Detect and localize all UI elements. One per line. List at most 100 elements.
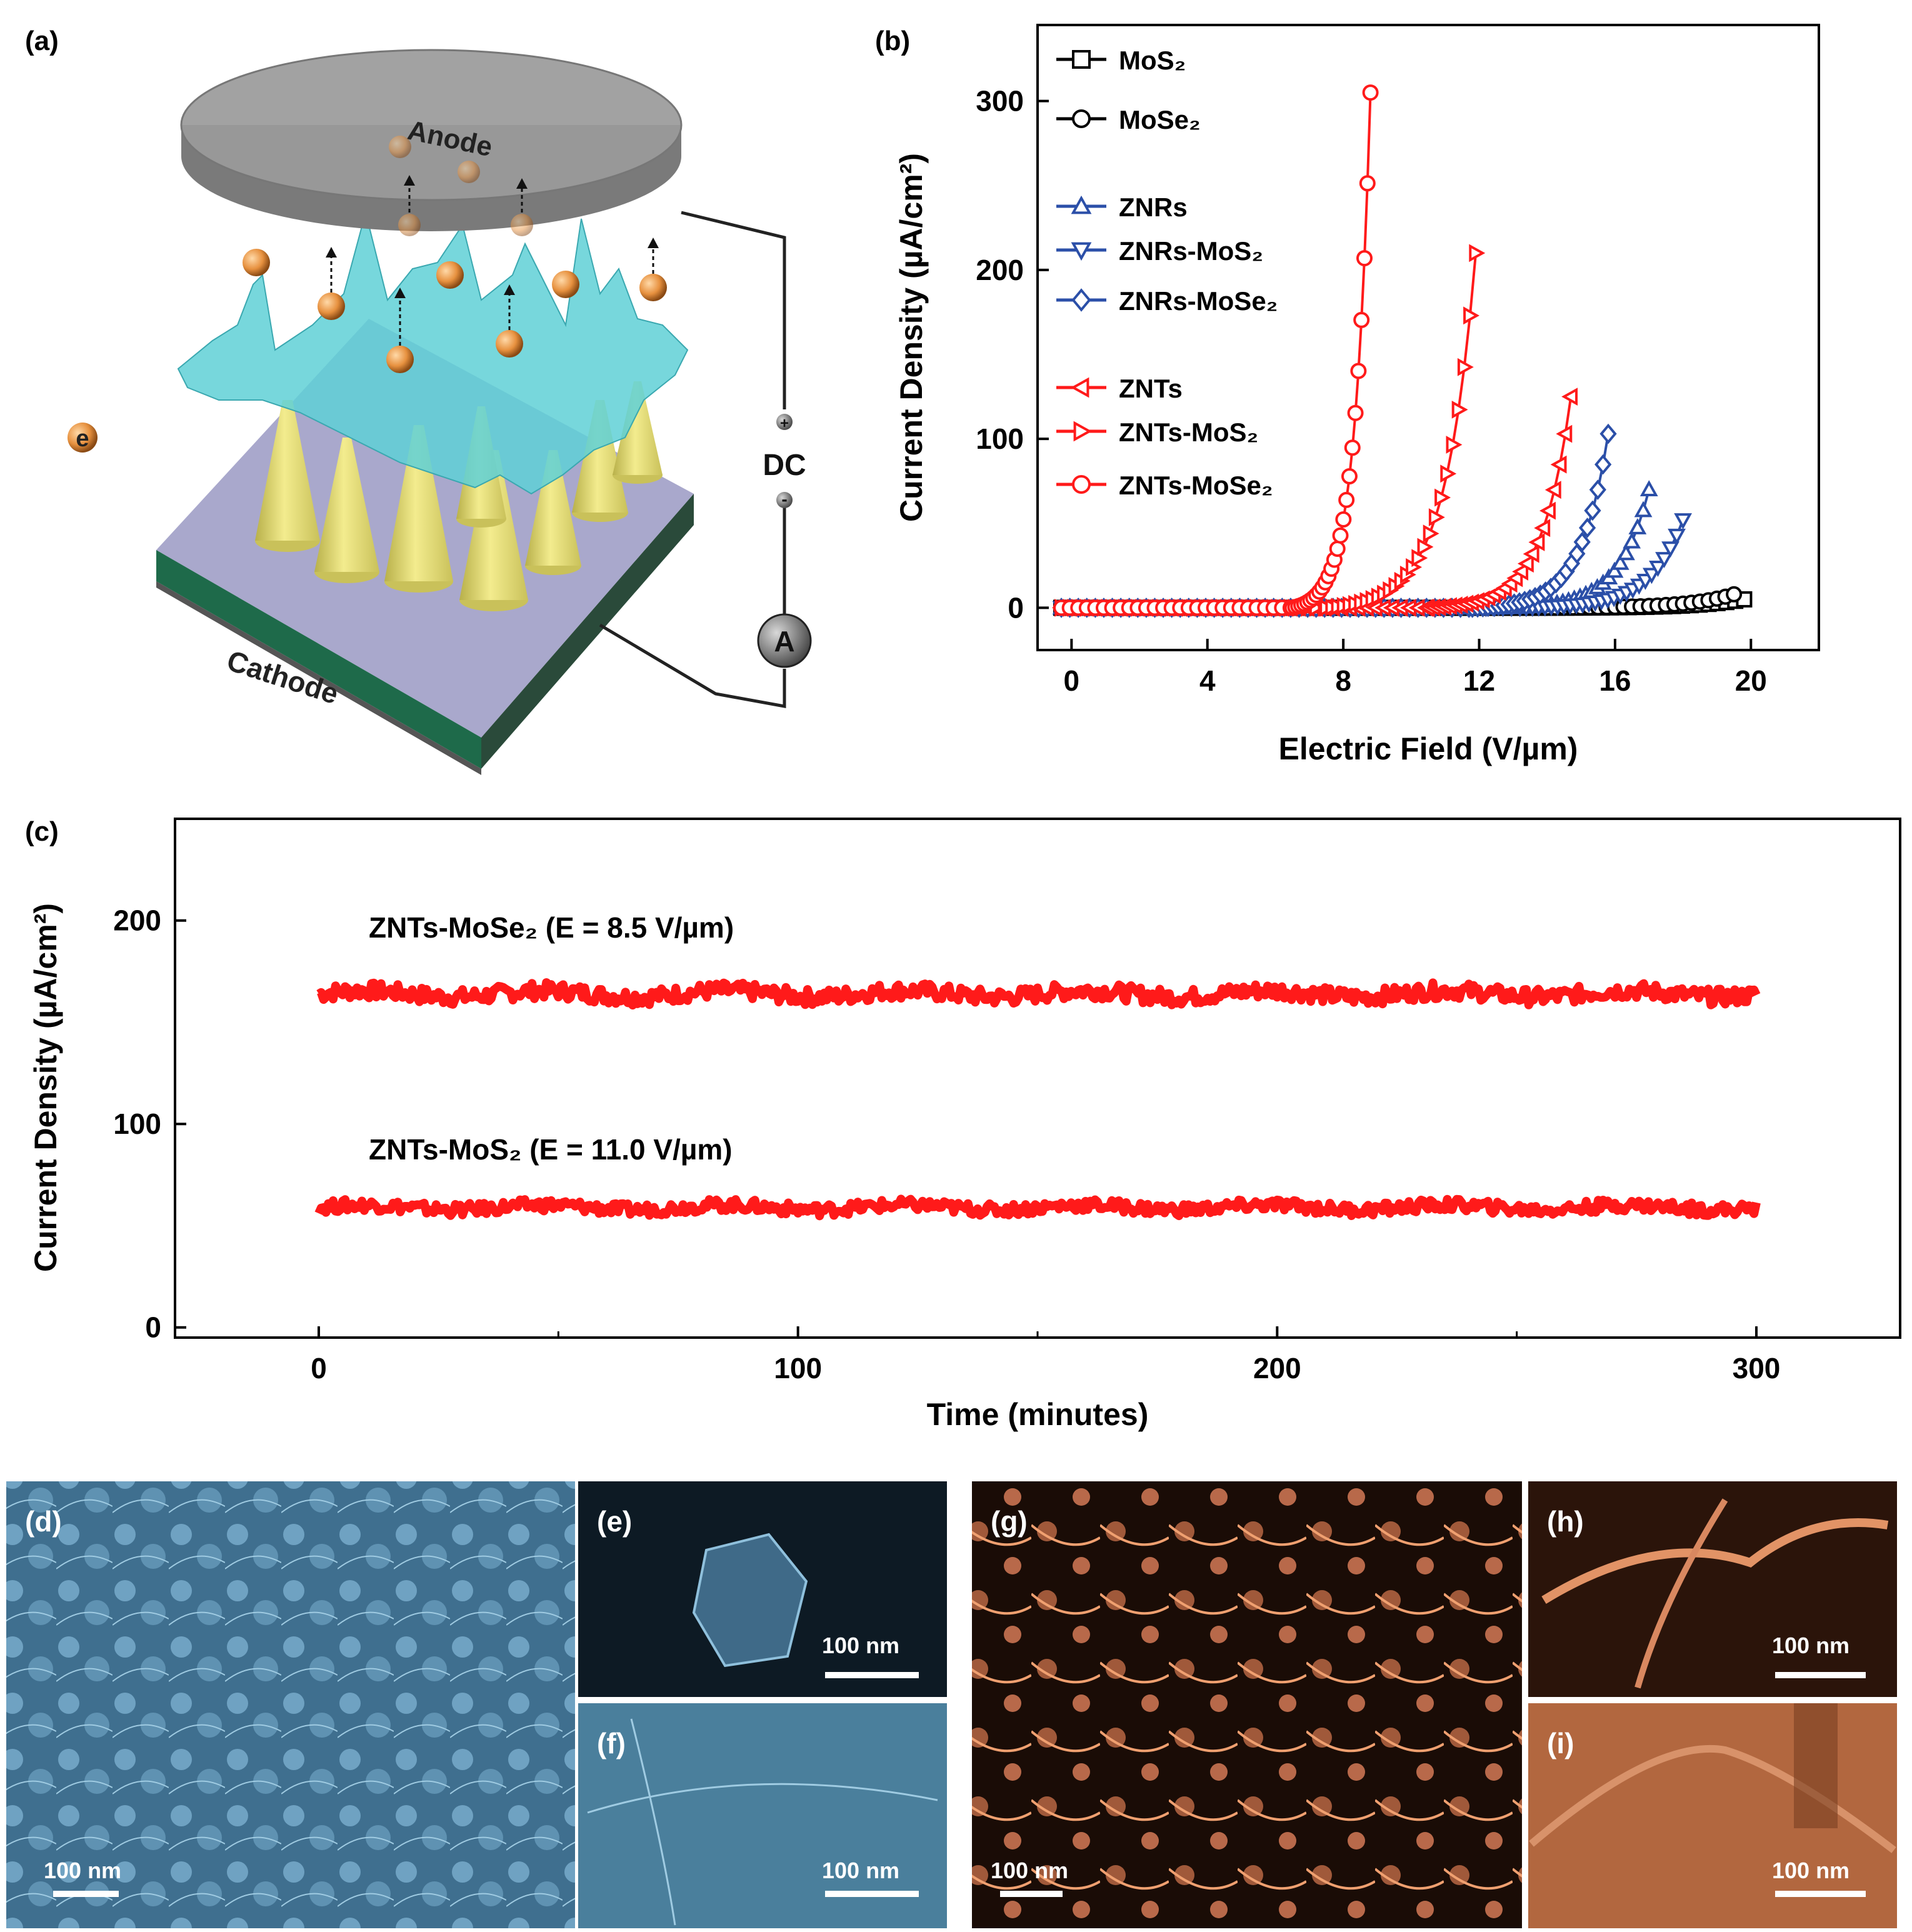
panel-i-label: (i) — [1547, 1727, 1574, 1759]
data-point — [1469, 244, 1486, 263]
data-point — [1362, 84, 1379, 101]
legend-marker — [1073, 421, 1093, 442]
data-point — [1335, 511, 1352, 528]
data-point — [1350, 363, 1367, 379]
negative-terminal — [776, 492, 793, 508]
panel-b-x-tick-label: 8 — [1335, 664, 1351, 697]
circuit — [599, 211, 786, 708]
panel-b-x-tick-label: 0 — [1064, 664, 1080, 697]
data-point — [1344, 439, 1361, 456]
panel-c: (c) 0 100 200 300 0 100 200 ZNTs-MoSe₂ (E = 8.… — [25, 816, 1901, 1432]
series-line — [1061, 93, 1372, 609]
panel-d-label: (d) — [25, 1505, 62, 1538]
data-point — [1605, 561, 1624, 578]
stability-line — [316, 978, 1761, 1010]
panel-b-series — [1051, 84, 1753, 618]
panel-c-y-tick-label: 0 — [145, 1311, 161, 1344]
legend-entry: ZNTs-MoS₂ — [1119, 418, 1258, 447]
panel-c-y-tick-label: 100 — [113, 1108, 161, 1140]
data-point — [1668, 528, 1686, 545]
panel-b-axes-frame — [1036, 24, 1820, 651]
data-point — [1726, 586, 1743, 603]
panel-i-scale-label: 100 nm — [1772, 1858, 1849, 1883]
sem-panel-e: (e) 100 nm — [578, 1481, 947, 1697]
stability-series-1 — [314, 1194, 1761, 1221]
panel-b-x-axis-label: Electric Field (V/µm) — [1279, 731, 1578, 766]
data-point — [1523, 544, 1539, 563]
data-point — [1347, 404, 1364, 421]
legend-entry: MoS₂ — [1119, 46, 1186, 75]
dc-source-label: DC — [763, 449, 806, 482]
data-point — [1332, 527, 1349, 544]
data-point — [1457, 358, 1474, 376]
panel-f-label: (f) — [597, 1727, 626, 1759]
data-point — [1353, 311, 1370, 328]
legend-entry: ZNTs — [1119, 374, 1183, 403]
data-point — [1617, 544, 1635, 561]
data-point — [1634, 501, 1653, 518]
data-point — [1573, 531, 1591, 553]
data-point — [1528, 533, 1545, 551]
panel-c-axes-frame — [174, 818, 1901, 1339]
data-point — [1329, 540, 1346, 557]
legend-marker — [1071, 195, 1092, 214]
ammeter-label: A — [774, 625, 794, 658]
series-znts-mose- — [1053, 84, 1379, 616]
series-znrs-mose- — [1053, 423, 1617, 618]
legend-marker — [1072, 50, 1091, 69]
panel-b-label: (b) — [875, 26, 910, 56]
data-point — [1341, 468, 1358, 485]
data-point — [1517, 554, 1534, 573]
data-point — [1434, 488, 1451, 507]
sem-panel-h: (h) 100 nm — [1528, 1481, 1897, 1697]
legend-entry: ZNRs — [1119, 193, 1188, 222]
data-point — [1463, 306, 1480, 325]
sem-panel-f: (f) 100 nm — [578, 1703, 947, 1928]
sem-panel-d: (d) 100 nm — [6, 1481, 575, 1928]
legend-marker — [1072, 475, 1091, 494]
data-point — [1623, 532, 1641, 549]
panel-h-label: (h) — [1547, 1505, 1584, 1538]
data-point — [1423, 524, 1439, 543]
data-point — [1655, 552, 1673, 569]
electron-symbol: e — [68, 423, 98, 453]
nanocones — [255, 381, 663, 611]
legend-marker — [1071, 242, 1092, 261]
panel-g-scale-label: 100 nm — [991, 1858, 1068, 1883]
data-point — [1428, 508, 1445, 526]
data-point — [1589, 479, 1606, 500]
data-point — [1584, 500, 1601, 521]
data-point — [1578, 518, 1596, 538]
data-point — [1594, 454, 1612, 475]
data-point — [1359, 175, 1376, 192]
panel-a: (a) — [25, 26, 812, 775]
emission-arrows — [326, 175, 659, 346]
legend-entry: ZNRs-MoS₂ — [1119, 236, 1263, 266]
series-znrs — [1052, 480, 1658, 615]
series-line — [1061, 489, 1651, 609]
series-line — [1061, 433, 1609, 609]
data-point — [1539, 501, 1556, 520]
electrons — [243, 136, 667, 373]
data-point — [1661, 541, 1679, 558]
legend-marker — [1072, 109, 1091, 128]
panel-c-series — [314, 978, 1761, 1221]
data-point — [1674, 513, 1693, 530]
data-point — [1556, 424, 1573, 443]
panel-c-x-axis-label: Time (minutes) — [927, 1397, 1149, 1432]
data-point — [1338, 491, 1355, 508]
panel-c-x-tick-label: 300 — [1733, 1352, 1781, 1384]
data-point — [1639, 480, 1658, 497]
panel-b-x-tick-label: 12 — [1463, 664, 1495, 697]
data-point — [1440, 464, 1457, 483]
panel-c-label: (c) — [25, 816, 59, 847]
data-point — [1512, 563, 1529, 581]
negative-terminal-sign: - — [781, 489, 787, 509]
sem-panel-i: (i) 100 nm — [1528, 1703, 1897, 1928]
data-point — [1643, 568, 1661, 584]
data-point — [1451, 400, 1468, 419]
panel-c-y-axis-label: Current Density (µA/cm²) — [28, 903, 63, 1272]
legend-marker — [1070, 377, 1089, 398]
positive-terminal-sign: + — [780, 415, 789, 432]
